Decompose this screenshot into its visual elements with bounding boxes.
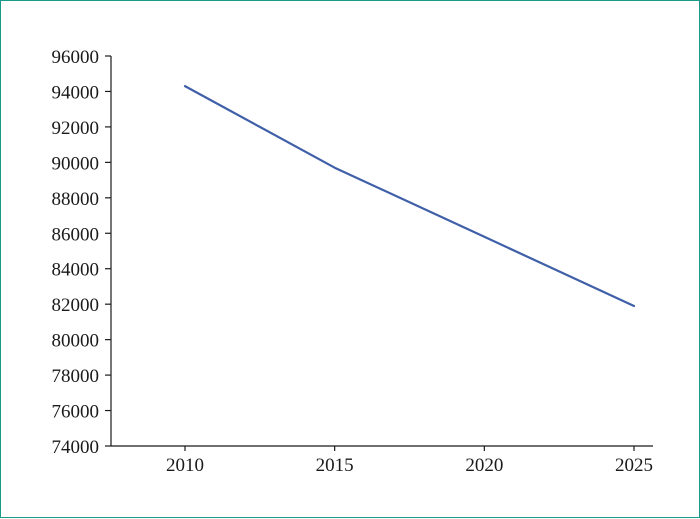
x-axis: 2010 2015 2020 2025 bbox=[111, 446, 653, 476]
y-tick-label: 74000 bbox=[52, 437, 100, 458]
series-line bbox=[185, 86, 634, 306]
x-tick-label: 2015 bbox=[316, 455, 354, 476]
x-tick-label: 2010 bbox=[166, 455, 204, 476]
series-group bbox=[185, 86, 634, 306]
y-tick-label: 88000 bbox=[52, 189, 100, 210]
y-axis: 96000 94000 92000 90000 88000 86000 84000 82000… bbox=[52, 47, 112, 458]
y-tick-label: 90000 bbox=[52, 153, 100, 174]
y-tick-label: 80000 bbox=[52, 331, 100, 352]
x-tick-label: 2025 bbox=[615, 455, 653, 476]
y-tick-label: 92000 bbox=[52, 118, 100, 139]
x-tick-label: 2020 bbox=[465, 455, 503, 476]
y-tick-label: 82000 bbox=[52, 295, 100, 316]
y-tick-label: 78000 bbox=[52, 366, 100, 387]
y-tick-label: 84000 bbox=[52, 260, 100, 281]
y-tick-label: 96000 bbox=[52, 47, 100, 68]
y-tick-label: 76000 bbox=[52, 402, 100, 423]
y-tick-label: 94000 bbox=[52, 82, 100, 103]
y-tick-label: 86000 bbox=[52, 224, 100, 245]
